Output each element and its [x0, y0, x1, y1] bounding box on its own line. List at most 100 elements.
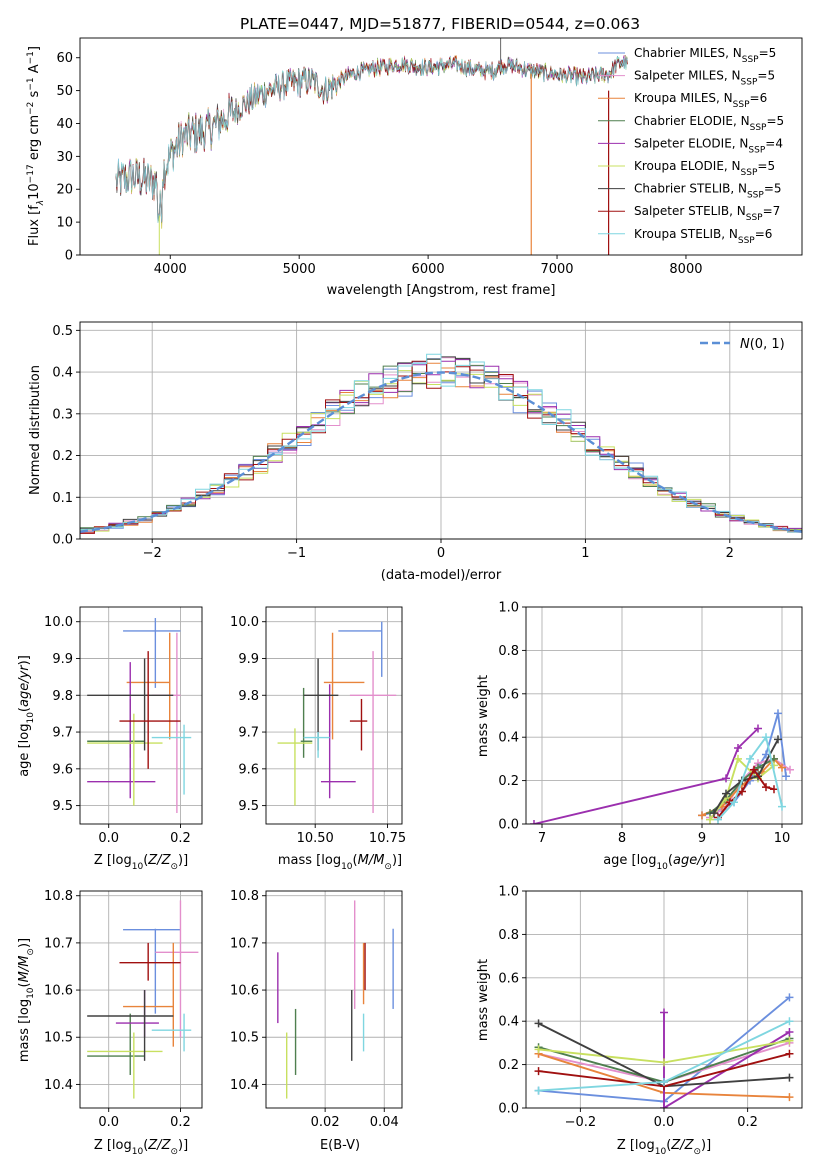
legend-label: Salpeter MILES, NSSP=5 — [634, 69, 775, 88]
data-point — [87, 713, 163, 806]
x-tick-label: 8000 — [669, 262, 702, 277]
data-point — [300, 687, 313, 758]
x-tick-label: 5000 — [283, 262, 316, 277]
y-tick-label: 0.4 — [498, 1015, 519, 1030]
y-tick-label: 60 — [56, 51, 73, 66]
y-tick-label: 10 — [56, 216, 73, 231]
x-tick-label: 10.50 — [297, 831, 334, 846]
x-tick-label: 0.02 — [311, 1115, 340, 1130]
y-tick-label: 0.1 — [52, 491, 73, 506]
y-axis-label: mass weight — [476, 675, 491, 757]
weight-marker — [785, 1036, 794, 1045]
spectrum-line — [115, 55, 628, 225]
weight-marker — [762, 750, 770, 759]
age_vs_mass-axes: 10.50 10.75 9.5 9.6 9.7 9.8 9.9 10.0 mass [log10… — [230, 606, 406, 872]
y-tick-label: 10.0 — [230, 615, 259, 630]
data-point — [87, 662, 156, 799]
x-tick-label: −0.2 — [565, 1115, 597, 1130]
weight-marker — [534, 1019, 543, 1028]
weight-line — [663, 1012, 790, 1108]
y-tick-label: 10.8 — [230, 889, 259, 904]
y-tick-label: 10.6 — [44, 984, 73, 999]
spectrum-line — [115, 56, 628, 223]
spectrum-line — [115, 56, 628, 223]
x-axis-label: Z [log10(Z/Z⊙)] — [94, 853, 188, 872]
weight-marker — [746, 754, 754, 763]
y-tick-label: 50 — [56, 84, 73, 99]
mass_vs_ebv-plot-area — [277, 900, 394, 1099]
weight_vs_Z-plot-area — [534, 993, 794, 1108]
x-tick-label: 7 — [538, 831, 546, 846]
weight-line — [533, 727, 759, 824]
data-point — [123, 942, 174, 1047]
weight-marker — [534, 1045, 543, 1054]
x-tick-label: 0.2 — [170, 831, 191, 846]
weight-marker — [786, 765, 794, 774]
spectrum-line — [115, 56, 628, 223]
y-tick-label: 10.7 — [230, 936, 259, 951]
spectrum-line — [115, 55, 628, 224]
weight-marker — [734, 754, 742, 763]
data-point — [87, 1032, 163, 1099]
y-tick-label: 0.2 — [498, 1058, 519, 1073]
y-tick-label: 0.5 — [52, 324, 73, 339]
legend-label: Chabrier MILES, NSSP=5 — [634, 46, 776, 65]
y-tick-label: 10.4 — [44, 1078, 73, 1093]
y-tick-label: 20 — [56, 183, 73, 198]
weight-marker — [530, 820, 538, 824]
y-tick-label: 0 — [65, 249, 73, 264]
weight-marker — [698, 811, 706, 820]
data-point — [87, 990, 174, 1061]
weight-marker — [706, 815, 714, 824]
x-tick-label: 0.0 — [98, 831, 119, 846]
y-tick-label: 10.4 — [230, 1078, 259, 1093]
x-tick-label: 0.2 — [737, 1115, 758, 1130]
weight-marker — [660, 1077, 668, 1086]
spectrum-frame — [79, 37, 803, 256]
y-axis-label: Flux [fλ10−17 erg cm−2 s−1 A−1] — [26, 46, 46, 246]
weight-marker — [785, 1073, 794, 1082]
spectrum-axes: 4000 5000 6000 7000 8000 0 10 20 30 40 50 60 Chabrie… — [26, 37, 803, 298]
x-tick-label: 10 — [774, 831, 791, 846]
weight-marker — [762, 733, 770, 742]
y-tick-label: 0.2 — [52, 449, 73, 464]
x-axis-label: mass [log10(M/M⊙)] — [278, 853, 402, 872]
legend-label: Chabrier STELIB, NSSP=5 — [634, 182, 782, 201]
x-axis-label: age [log10(age/yr)] — [603, 853, 725, 872]
y-tick-label: 9.8 — [52, 689, 73, 704]
y-tick-label: 0.6 — [498, 971, 519, 986]
x-tick-label: 0 — [437, 546, 445, 561]
data-point — [155, 900, 199, 1038]
figure-title: PLATE=0447, MJD=51877, FIBERID=0544, z=0… — [240, 15, 640, 33]
mass_vs_Z-axes: 0.0 0.2 10.4 10.5 10.6 10.7 10.8 Z [log10(Z/Z⊙)… — [17, 889, 203, 1157]
x-axis-label: Z [log10(Z/Z⊙)] — [617, 1138, 711, 1157]
y-tick-label: 9.9 — [52, 652, 73, 667]
data-point — [320, 684, 356, 799]
y-tick-label: 9.8 — [238, 689, 259, 704]
data-point — [277, 728, 313, 806]
data-point — [119, 942, 181, 981]
data-point — [87, 1013, 145, 1075]
mass_vs_Z-frame — [79, 890, 203, 1109]
residuals-plot-area — [80, 353, 802, 539]
weight-marker — [785, 1093, 794, 1102]
x-tick-label: 10.75 — [369, 831, 406, 846]
weight-marker — [774, 735, 782, 744]
age_vs_Z-axes: 0.0 0.2 9.5 9.6 9.7 9.8 9.9 10.0 Z [log10(Z/Z⊙)]… — [17, 606, 203, 872]
x-tick-label: 7000 — [540, 262, 573, 277]
y-tick-label: 0.0 — [498, 1102, 519, 1117]
weight-marker — [738, 787, 746, 796]
x-tick-label: −1 — [287, 546, 306, 561]
y-tick-label: 0.3 — [52, 407, 73, 422]
weight-marker — [785, 1049, 794, 1058]
y-tick-label: 10.8 — [44, 889, 73, 904]
age_vs_mass-plot-area — [277, 621, 397, 813]
weight-marker — [770, 785, 778, 794]
legend-label: N(0, 1) — [740, 337, 785, 352]
y-tick-label: 9.5 — [52, 799, 73, 814]
y-tick-label: 40 — [56, 117, 73, 132]
legend-label: Kroupa ELODIE, NSSP=5 — [634, 159, 775, 178]
data-point — [87, 698, 145, 758]
weight_vs_age-frame — [525, 606, 803, 825]
legend-label: Kroupa STELIB, NSSP=6 — [634, 227, 772, 246]
